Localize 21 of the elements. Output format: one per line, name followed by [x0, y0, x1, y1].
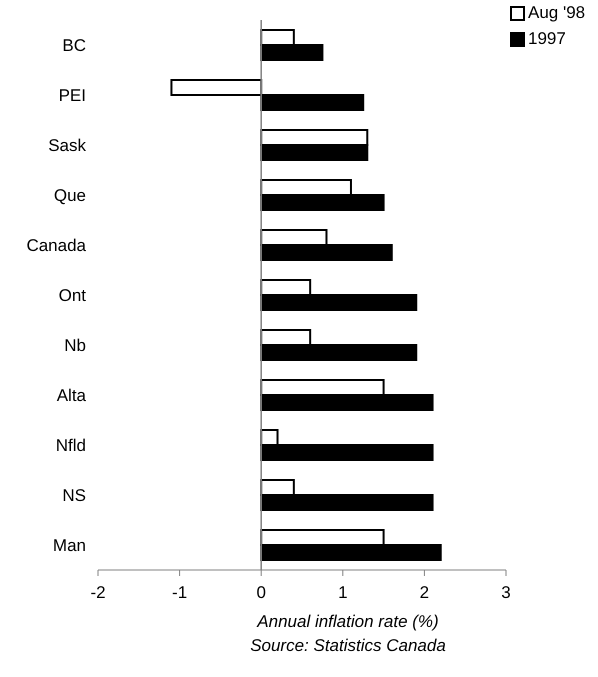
x-tick-label: 1 [338, 583, 348, 602]
y-tick-label: Nb [64, 336, 86, 356]
x-tick-label: -2 [90, 583, 106, 602]
x-axis-title: Annual inflation rate (%) [256, 611, 440, 633]
legend-label: 1997 [528, 28, 566, 50]
x-tick-label: -1 [172, 583, 188, 602]
y-tick-label: Sask [48, 136, 86, 156]
source-note: Source: Statistics Canada [249, 635, 447, 657]
y-tick-label: Man [52, 536, 86, 556]
y-tick-label: Que [54, 186, 86, 206]
y-tick-label: BC [62, 36, 86, 56]
x-tick-label: 2 [420, 583, 430, 602]
y-tick-label: PEI [58, 86, 86, 106]
y-tick-label: Alta [56, 386, 87, 406]
y-tick-label: NS [62, 486, 86, 506]
y-tick-label: Ont [58, 286, 86, 306]
x-tick-label: 3 [501, 583, 511, 602]
legend-label: Aug '98 [528, 2, 586, 24]
x-tick-label: 0 [256, 583, 266, 602]
y-tick-label: Nfld [56, 436, 86, 456]
y-tick-label: Canada [26, 236, 87, 256]
